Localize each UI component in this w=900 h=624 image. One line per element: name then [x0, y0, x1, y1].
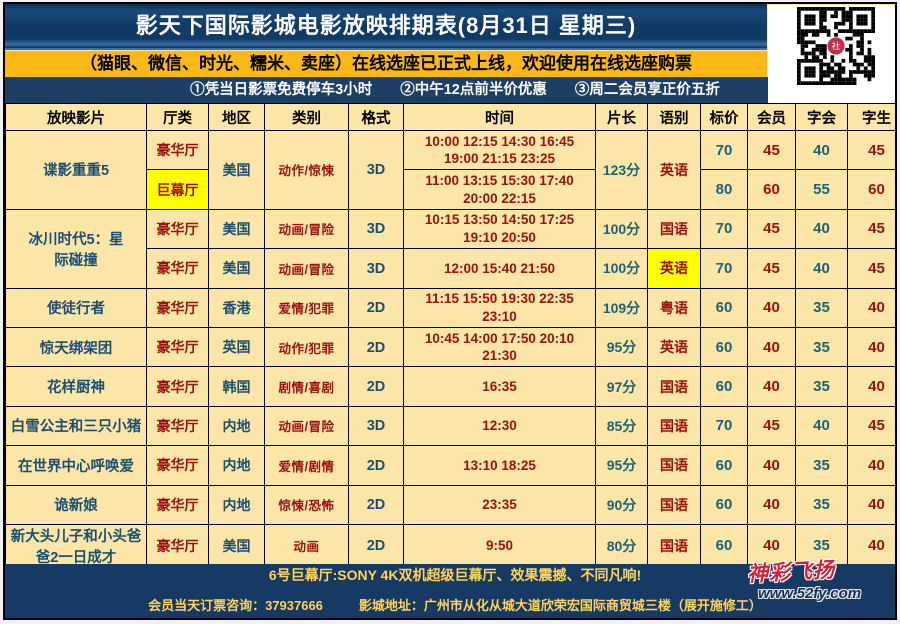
svg-text:社: 社	[832, 40, 841, 51]
